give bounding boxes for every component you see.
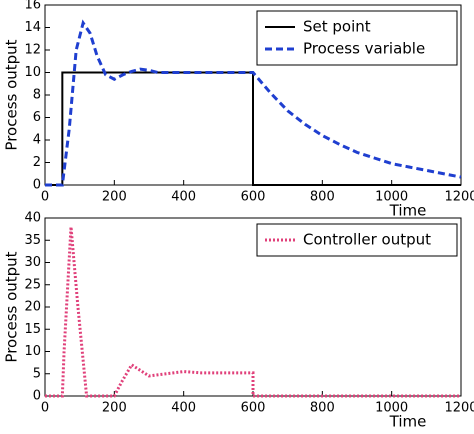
x-tick-label: 0 xyxy=(41,190,49,205)
x-axis-label: Time xyxy=(389,202,427,220)
y-tick-label: 35 xyxy=(24,233,41,248)
legend-label: Process variable xyxy=(303,40,425,58)
series-line xyxy=(45,226,461,398)
y-tick-label: 40 xyxy=(24,211,41,226)
x-tick-label: 600 xyxy=(241,190,266,205)
x-tick-label: 600 xyxy=(241,401,266,416)
legend-label: Set point xyxy=(303,18,371,36)
y-tick-label: 8 xyxy=(33,88,41,103)
y-tick-label: 15 xyxy=(24,322,41,337)
legend: Set point Process variable xyxy=(256,10,458,66)
y-tick-label: 10 xyxy=(24,65,41,80)
series-line xyxy=(45,71,461,186)
legend: Controller output xyxy=(256,223,458,257)
y-tick-label: 14 xyxy=(24,20,41,35)
legend-label: Controller output xyxy=(303,231,431,249)
x-tick-label: 1200 xyxy=(444,190,474,205)
x-tick-label: 1000 xyxy=(375,190,408,205)
x-axis-label: Time xyxy=(389,413,427,431)
x-tick-label: 0 xyxy=(41,401,49,416)
x-tick-label: 800 xyxy=(310,401,335,416)
x-tick-label: 200 xyxy=(102,190,127,205)
x-tick-label: 800 xyxy=(310,190,335,205)
x-tick-label: 1200 xyxy=(444,401,474,416)
y-tick-label: 10 xyxy=(24,344,41,359)
legend-box xyxy=(256,10,458,66)
y-tick-label: 0 xyxy=(33,389,41,404)
y-tick-label: 0 xyxy=(33,178,41,193)
y-tick-label: 30 xyxy=(24,255,41,270)
y-tick-label: 2 xyxy=(33,155,41,170)
y-tick-label: 4 xyxy=(33,133,41,148)
y-tick-label: 25 xyxy=(24,277,41,292)
y-tick-label: 5 xyxy=(33,366,41,381)
y-tick-label: 16 xyxy=(24,0,41,13)
series-line xyxy=(45,19,462,187)
y-axis-label: Process output xyxy=(3,39,21,150)
y-axis-label: Process output xyxy=(3,251,21,362)
y-tick-label: 6 xyxy=(33,110,41,125)
x-tick-label: 400 xyxy=(171,190,196,205)
y-tick-label: 12 xyxy=(24,43,41,58)
y-tick-label: 20 xyxy=(24,300,41,315)
x-tick-label: 200 xyxy=(102,401,127,416)
x-tick-label: 1000 xyxy=(375,401,408,416)
x-tick-label: 400 xyxy=(171,401,196,416)
